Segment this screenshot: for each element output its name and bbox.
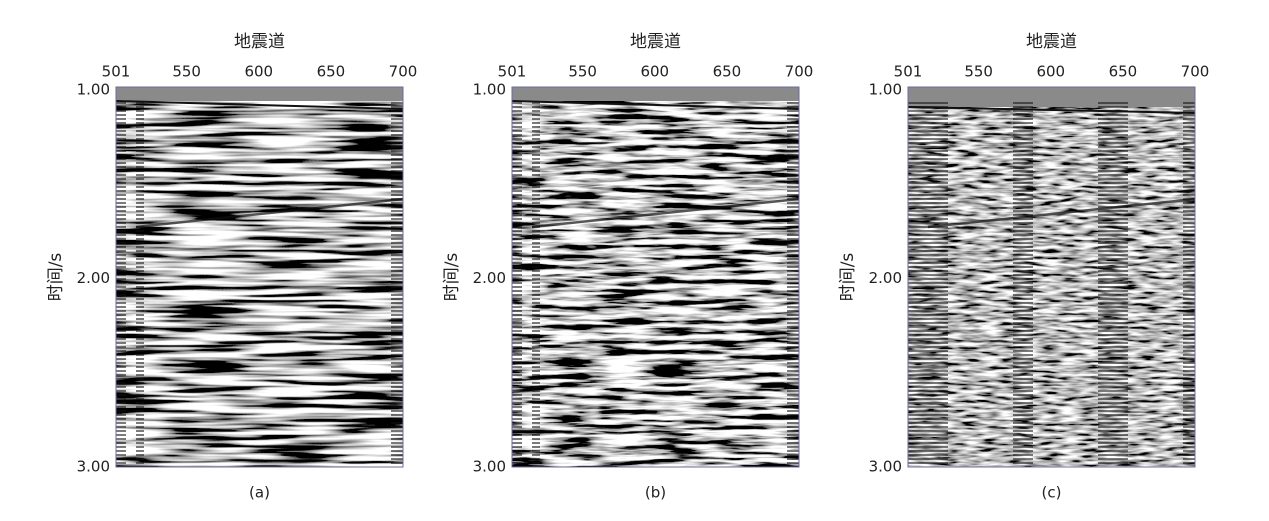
reflector [927, 197, 1196, 229]
seismic-section [116, 87, 403, 467]
x-tick-label: 650 [317, 63, 346, 81]
y-tick-label: 1.00 [77, 81, 110, 99]
y-tick-label: 1.00 [869, 81, 902, 99]
x-tick-label: 700 [1181, 63, 1210, 81]
plot-frame [907, 86, 1196, 468]
mute-zone [116, 87, 403, 101]
y-tick-label: 2.00 [869, 269, 902, 287]
x-tick-label: 650 [1109, 63, 1138, 81]
x-axis-title: 地震道 [234, 32, 285, 52]
plot-frame [115, 86, 404, 468]
first-break [511, 100, 800, 110]
reflector [135, 197, 404, 229]
x-axis-title: 地震道 [1026, 32, 1077, 52]
y-axis-title: 时间/s [442, 253, 462, 302]
y-axis-title: 时间/s [838, 253, 858, 302]
reflector [531, 197, 800, 229]
x-tick-label: 650 [713, 63, 742, 81]
seismic-section [908, 87, 1195, 467]
x-tick-label: 550 [964, 63, 993, 81]
y-tick-label: 3.00 [473, 458, 506, 476]
x-tick-label: 550 [568, 63, 597, 81]
x-tick-label: 501 [894, 63, 923, 81]
mute-zone [908, 87, 1195, 107]
x-tick-label: 600 [1036, 63, 1065, 81]
x-tick-label: 700 [389, 63, 418, 81]
panel-caption: (a) [249, 484, 270, 502]
x-tick-label: 501 [498, 63, 527, 81]
panel-caption: (b) [645, 484, 666, 502]
plot-frame [511, 86, 800, 468]
x-tick-label: 600 [244, 63, 273, 81]
y-tick-label: 3.00 [869, 458, 902, 476]
seismic-section [512, 87, 799, 467]
first-break [907, 106, 1196, 114]
x-tick-label: 700 [785, 63, 814, 81]
y-axis-title: 时间/s [46, 253, 66, 302]
mute-zone [512, 87, 799, 101]
y-tick-label: 2.00 [473, 269, 506, 287]
panel-caption: (c) [1042, 484, 1062, 502]
y-tick-label: 2.00 [77, 269, 110, 287]
first-break [115, 100, 404, 110]
x-tick-label: 550 [172, 63, 201, 81]
x-tick-label: 600 [640, 63, 669, 81]
x-tick-label: 501 [102, 63, 131, 81]
y-tick-label: 3.00 [77, 458, 110, 476]
y-tick-label: 1.00 [473, 81, 506, 99]
x-axis-title: 地震道 [630, 32, 681, 52]
